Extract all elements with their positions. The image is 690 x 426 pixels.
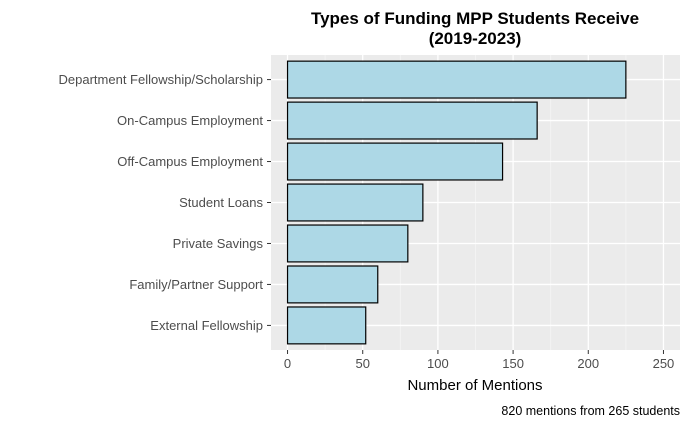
- chart-caption: 820 mentions from 265 students: [501, 404, 680, 418]
- x-tick-label: 0: [284, 356, 291, 371]
- x-tick-label: 100: [427, 356, 449, 371]
- chart-title: Types of Funding MPP Students Receive: [311, 9, 639, 28]
- y-axis: Department Fellowship/Scholarship On-Camp…: [59, 72, 271, 333]
- y-tick-label: External Fellowship: [150, 318, 263, 333]
- x-tick-label: 200: [577, 356, 599, 371]
- bar: [286, 142, 504, 181]
- x-tick-label: 250: [653, 356, 675, 371]
- y-tick-label: Off-Campus Employment: [117, 154, 263, 169]
- x-tick-label: 150: [502, 356, 524, 371]
- y-tick-label: On-Campus Employment: [117, 113, 263, 128]
- x-tick-label: 50: [355, 356, 369, 371]
- y-tick-label: Family/Partner Support: [129, 277, 263, 292]
- bar: [286, 101, 538, 140]
- bar: [286, 183, 424, 222]
- x-axis: 0 50 100 150 200 250: [284, 350, 674, 371]
- bars: [286, 60, 627, 345]
- bar: [286, 60, 627, 99]
- bar: [286, 265, 379, 304]
- y-tick-label: Department Fellowship/Scholarship: [59, 72, 263, 87]
- bar: [286, 224, 409, 263]
- x-axis-title: Number of Mentions: [407, 377, 542, 394]
- chart-subtitle: (2019-2023): [429, 29, 522, 48]
- bar: [286, 306, 367, 345]
- y-tick-label: Private Savings: [173, 236, 264, 251]
- y-tick-label: Student Loans: [179, 195, 263, 210]
